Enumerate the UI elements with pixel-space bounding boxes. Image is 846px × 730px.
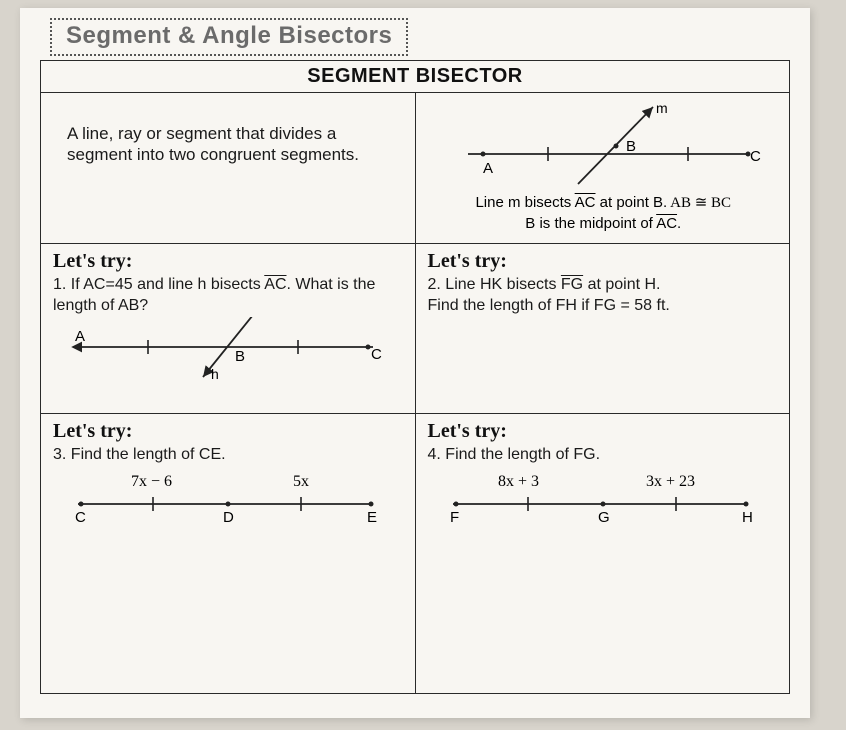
p2-t3: Find the length of FH if FG = 58 ft. [428, 297, 670, 314]
worksheet-grid: SEGMENT BISECTOR A line, ray or segment … [40, 60, 790, 694]
p4-e1: 8x + 3 [498, 473, 539, 490]
problem-1-cell: Let's try: 1. If AC=45 and line h bisect… [41, 244, 416, 414]
p4-t1: Find the length of FG. [445, 446, 600, 463]
worksheet-page: Segment & Angle Bisectors SEGMENT BISECT… [20, 8, 810, 718]
p1-num: 1. [53, 276, 66, 293]
p3-e2: 5x [293, 473, 309, 490]
problem-2-cell: Let's try: 2. Line HK bisects FG at poin… [415, 244, 790, 414]
p3-text: 3. Find the length of CE. [53, 445, 405, 466]
p4-svg: 8x + 3 3x + 23 F G H [428, 466, 768, 526]
definition-cell: A line, ray or segment that divides a se… [41, 93, 416, 244]
p4-e2: 3x + 23 [646, 473, 695, 490]
ex-t1: Line m bisects [475, 194, 574, 211]
p3-num: 3. [53, 446, 66, 463]
p1-B: B [235, 348, 245, 365]
section-header: SEGMENT BISECTOR [41, 61, 790, 93]
p2-t1: Line HK bisects [445, 276, 561, 293]
p4-G: G [598, 509, 610, 526]
p3-svg: 7x − 6 5x C D E [53, 466, 393, 526]
example-cell: A B C m Line m bisects AC at point B. AB… [415, 93, 790, 244]
lets-try-3: Let's try: [53, 420, 405, 443]
p1-text: 1. If AC=45 and line h bisects AC. What … [53, 275, 405, 317]
p2-t2: at point H. [583, 276, 660, 293]
p3-e1: 7x − 6 [131, 473, 172, 490]
label-A: A [483, 160, 493, 177]
problem-4-cell: Let's try: 4. Find the length of FG. 8x … [415, 414, 790, 694]
p1-svg: A B C h [53, 317, 393, 387]
problem-3-cell: Let's try: 3. Find the length of CE. 7x … [41, 414, 416, 694]
p3-E: E [367, 509, 377, 526]
example-diagram: A B C m [428, 99, 780, 189]
p1-A: A [75, 328, 85, 345]
p1-h: h [211, 366, 219, 382]
p2-text: 2. Line HK bisects FG at point H. Find t… [428, 275, 780, 317]
label-C: C [750, 148, 761, 165]
ex-cong: AB ≅ BC [667, 195, 731, 211]
p3-C: C [75, 509, 86, 526]
ex-seg2: AC [656, 215, 677, 232]
p4-F: F [450, 509, 459, 526]
page-title: Segment & Angle Bisectors [66, 22, 392, 49]
p4-text: 4. Find the length of FG. [428, 445, 780, 466]
p1-seg: AC [264, 276, 286, 293]
p4-num: 4. [428, 446, 441, 463]
ex-t4: . [677, 215, 681, 232]
p4-H: H [742, 509, 753, 526]
definition-text: A line, ray or segment that divides a se… [53, 99, 405, 186]
example-svg: A B C m [428, 99, 768, 189]
title-box: Segment & Angle Bisectors [50, 18, 408, 56]
p2-num: 2. [428, 276, 441, 293]
lets-try-2: Let's try: [428, 250, 780, 273]
p1-C: C [371, 346, 382, 363]
label-B: B [626, 138, 636, 155]
ex-seg1: AC [575, 194, 596, 211]
p4-diagram: 8x + 3 3x + 23 F G H [428, 466, 780, 526]
example-note: Line m bisects AC at point B. AB ≅ BC B … [428, 193, 780, 233]
p1-diagram: A B C h [53, 317, 405, 387]
p3-D: D [223, 509, 234, 526]
lets-try-1: Let's try: [53, 250, 405, 273]
label-m: m [656, 100, 668, 116]
p3-diagram: 7x − 6 5x C D E [53, 466, 405, 526]
p1-t1: If AC=45 and line h bisects [71, 276, 264, 293]
p3-t1: Find the length of CE. [71, 446, 226, 463]
p2-seg: FG [561, 276, 583, 293]
ex-t3: B is the midpoint of [525, 215, 656, 232]
lets-try-4: Let's try: [428, 420, 780, 443]
ex-t2: at point B. [596, 194, 668, 211]
